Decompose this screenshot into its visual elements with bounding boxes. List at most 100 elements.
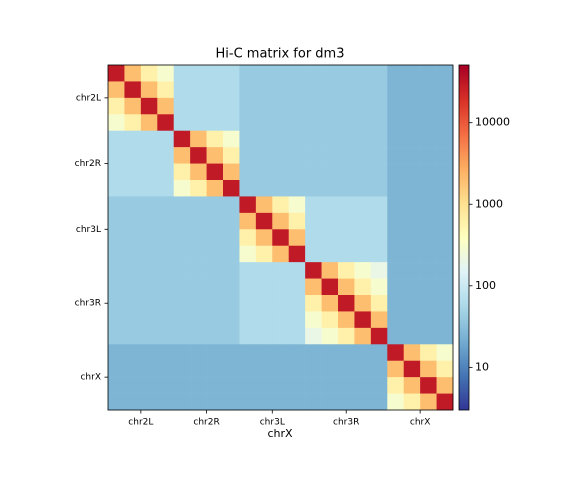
heatmap-cell xyxy=(190,245,207,263)
heatmap-cell xyxy=(436,212,454,230)
heatmap-cell xyxy=(436,163,454,181)
heatmap-cell xyxy=(403,377,421,394)
heatmap-cell xyxy=(403,360,421,378)
heatmap-cell xyxy=(173,130,191,148)
heatmap-cell xyxy=(354,163,372,181)
heatmap-cell xyxy=(420,97,437,115)
heatmap-cell xyxy=(420,65,437,82)
x-tick-label: chr3L xyxy=(260,418,285,428)
heatmap-cell xyxy=(370,147,388,164)
heatmap-cell xyxy=(173,278,191,296)
heatmap-cell xyxy=(321,327,339,345)
heatmap-cell xyxy=(436,65,454,82)
heatmap-cell xyxy=(173,262,191,279)
heatmap-cell xyxy=(272,65,290,82)
heatmap-cell xyxy=(305,327,322,345)
heatmap-cell xyxy=(338,163,355,181)
heatmap-cell xyxy=(403,81,421,99)
heatmap-cell xyxy=(255,97,273,115)
heatmap-cell xyxy=(370,212,388,230)
heatmap-cell xyxy=(140,295,158,312)
heatmap-cell xyxy=(124,262,142,279)
heatmap-cell xyxy=(403,196,421,214)
heatmap-cell xyxy=(239,360,257,378)
heatmap-cell xyxy=(321,262,339,279)
heatmap-cell xyxy=(255,278,273,296)
heatmap-cell xyxy=(288,327,306,345)
heatmap-cell xyxy=(370,163,388,181)
heatmap-cell xyxy=(354,278,372,296)
heatmap-cell xyxy=(338,229,355,247)
heatmap-cell xyxy=(108,81,125,99)
heatmap-cell xyxy=(288,81,306,99)
heatmap-cell xyxy=(387,262,405,279)
heatmap-cell xyxy=(140,360,158,378)
heatmap-cell xyxy=(420,295,437,312)
heatmap-cell xyxy=(255,393,273,411)
heatmap-cell xyxy=(338,377,355,394)
heatmap-cell xyxy=(255,360,273,378)
heatmap-cell xyxy=(436,393,454,411)
heatmap-cell xyxy=(305,180,322,197)
y-tick-label: chrX xyxy=(80,373,101,383)
heatmap-cell xyxy=(305,344,322,362)
heatmap-cell xyxy=(403,147,421,164)
heatmap-cell xyxy=(140,97,158,115)
heatmap-cell xyxy=(223,196,240,214)
heatmap-cell xyxy=(288,65,306,82)
heatmap-cell xyxy=(420,114,437,132)
heatmap-cell xyxy=(140,229,158,247)
heatmap-cell xyxy=(173,212,191,230)
heatmap-cell xyxy=(305,245,322,263)
heatmap-cell xyxy=(370,327,388,345)
heatmap-cell xyxy=(124,81,142,99)
heatmap-cell xyxy=(157,245,175,263)
heatmap-cell xyxy=(403,262,421,279)
heatmap-cell xyxy=(190,262,207,279)
heatmap-cell xyxy=(108,212,125,230)
heatmap-cell xyxy=(173,81,191,99)
heatmap-cell xyxy=(206,180,224,197)
heatmap-cell xyxy=(370,377,388,394)
heatmap-cell xyxy=(190,360,207,378)
heatmap-cell xyxy=(223,262,240,279)
heatmap-cell xyxy=(387,147,405,164)
heatmap-cell xyxy=(124,327,142,345)
heatmap-cell xyxy=(288,180,306,197)
heatmap-cell xyxy=(223,278,240,296)
heatmap-cell xyxy=(140,212,158,230)
heatmap-cell xyxy=(206,262,224,279)
heatmap-cell xyxy=(420,130,437,148)
heatmap-cell xyxy=(124,377,142,394)
heatmap-cell xyxy=(140,65,158,82)
heatmap-cell xyxy=(223,97,240,115)
heatmap-cell xyxy=(140,81,158,99)
heatmap-cell xyxy=(288,262,306,279)
heatmap-cell xyxy=(321,295,339,312)
heatmap-cell xyxy=(403,180,421,197)
heatmap-cell xyxy=(255,344,273,362)
heatmap-cell xyxy=(206,147,224,164)
heatmap-cell xyxy=(305,97,322,115)
heatmap-cell xyxy=(403,245,421,263)
heatmap-cell xyxy=(124,163,142,181)
heatmap-cell xyxy=(354,262,372,279)
heatmap-cell xyxy=(255,81,273,99)
heatmap-cell xyxy=(140,262,158,279)
heatmap-cell xyxy=(255,114,273,132)
heatmap-cell xyxy=(124,245,142,263)
heatmap-cell xyxy=(420,180,437,197)
heatmap-cell xyxy=(436,262,454,279)
heatmap-cell xyxy=(108,147,125,164)
heatmap-cell xyxy=(190,344,207,362)
heatmap-cell xyxy=(387,130,405,148)
heatmap-cell xyxy=(223,360,240,378)
heatmap-cell xyxy=(255,163,273,181)
heatmap-cell xyxy=(420,212,437,230)
colorbar-tick-label: 1000 xyxy=(475,197,503,210)
heatmap-cell xyxy=(108,344,125,362)
heatmap-cell xyxy=(124,147,142,164)
heatmap-cell xyxy=(370,344,388,362)
heatmap-cell xyxy=(157,311,175,329)
